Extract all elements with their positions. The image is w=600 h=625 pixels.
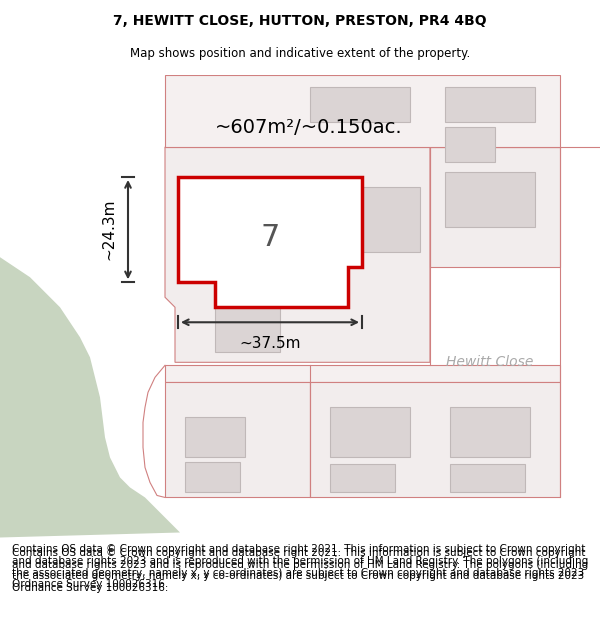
Bar xyxy=(360,187,420,253)
Bar xyxy=(185,462,240,492)
Polygon shape xyxy=(430,147,560,268)
Polygon shape xyxy=(165,147,430,362)
Text: ~24.3m: ~24.3m xyxy=(101,199,116,261)
Text: ~607m²/~0.150ac.: ~607m²/~0.150ac. xyxy=(215,118,403,136)
Text: ~37.5m: ~37.5m xyxy=(239,336,301,351)
Polygon shape xyxy=(165,75,560,147)
Bar xyxy=(445,127,495,162)
Polygon shape xyxy=(0,75,180,538)
Polygon shape xyxy=(310,382,560,498)
Text: Hewitt Close: Hewitt Close xyxy=(446,355,533,369)
Bar xyxy=(450,408,530,458)
Text: 7, HEWITT CLOSE, HUTTON, PRESTON, PR4 4BQ: 7, HEWITT CLOSE, HUTTON, PRESTON, PR4 4B… xyxy=(113,14,487,28)
Text: 7: 7 xyxy=(260,222,280,252)
Polygon shape xyxy=(178,177,362,308)
Text: Contains OS data © Crown copyright and database right 2021. This information is : Contains OS data © Crown copyright and d… xyxy=(12,544,588,589)
Bar xyxy=(445,87,535,122)
Bar xyxy=(310,87,410,122)
Bar xyxy=(215,258,270,298)
Polygon shape xyxy=(165,366,560,382)
Bar xyxy=(185,418,245,457)
Bar xyxy=(450,464,525,492)
Polygon shape xyxy=(165,382,310,498)
Bar xyxy=(330,464,395,492)
Text: Contains OS data © Crown copyright and database right 2021. This information is : Contains OS data © Crown copyright and d… xyxy=(12,548,588,592)
Bar xyxy=(445,172,535,227)
Text: Map shows position and indicative extent of the property.: Map shows position and indicative extent… xyxy=(130,48,470,61)
Bar xyxy=(215,308,280,352)
Bar xyxy=(330,408,410,458)
